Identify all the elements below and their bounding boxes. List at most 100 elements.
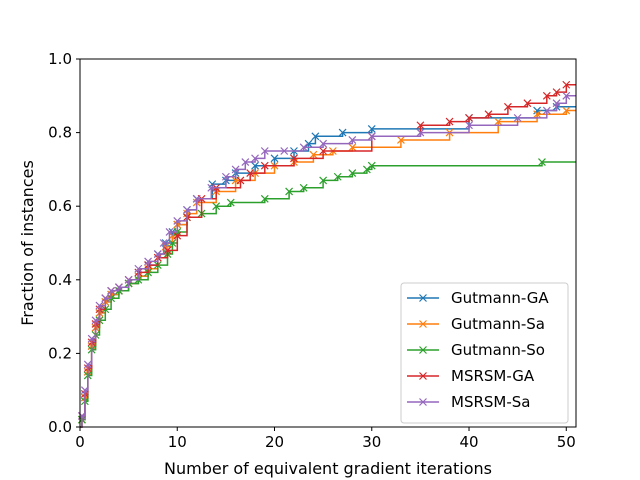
data-point bbox=[362, 165, 371, 174]
data-point bbox=[416, 128, 425, 137]
x-tick-label: 50 bbox=[557, 433, 576, 451]
data-point bbox=[260, 161, 269, 170]
series-line bbox=[80, 95, 576, 428]
legend-marker bbox=[419, 398, 427, 406]
legend-label: MSRSM-GA bbox=[451, 367, 535, 385]
legend-label: Gutmann-So bbox=[451, 341, 545, 359]
data-point bbox=[309, 150, 318, 159]
data-point bbox=[538, 158, 546, 166]
legend-item-gutmann-sa: Gutmann-Sa bbox=[407, 315, 545, 333]
data-point bbox=[221, 172, 230, 181]
legend-item-gutmann-so: Gutmann-So bbox=[407, 341, 545, 359]
data-point bbox=[124, 275, 133, 284]
legend-box bbox=[400, 282, 569, 424]
data-point bbox=[192, 194, 201, 203]
data-point bbox=[299, 143, 308, 152]
y-tick-label: 0.6 bbox=[48, 197, 72, 215]
data-point bbox=[367, 124, 376, 133]
y-tick-label: 0.2 bbox=[48, 344, 72, 362]
data-point bbox=[80, 386, 89, 395]
data-point bbox=[173, 216, 182, 225]
data-point bbox=[562, 106, 571, 115]
data-point bbox=[236, 176, 245, 185]
data-point bbox=[207, 183, 216, 192]
data-point bbox=[226, 198, 235, 207]
data-point bbox=[562, 91, 571, 100]
data-point bbox=[101, 294, 110, 303]
data-point bbox=[285, 187, 294, 196]
y-tick-label: 1.0 bbox=[48, 50, 72, 68]
legend-item-gutmann-ga: Gutmann-GA bbox=[407, 289, 549, 307]
data-point bbox=[299, 183, 308, 192]
data-point bbox=[311, 132, 320, 141]
data-point bbox=[251, 161, 259, 170]
axes-layer: 0 10 20 30 40 50 0.0 0.2 0.4 0.6 0.8 1.0 bbox=[48, 50, 577, 451]
legend-marker bbox=[419, 320, 427, 328]
data-point bbox=[348, 136, 357, 144]
data-point bbox=[465, 113, 473, 122]
data-point bbox=[542, 91, 551, 100]
legend-item-msrsm-sa: MSRSM-Sa bbox=[407, 393, 530, 411]
legend-marker bbox=[419, 346, 427, 354]
data-point bbox=[338, 128, 347, 137]
legend-label: MSRSM-Sa bbox=[451, 393, 530, 411]
plot-frame bbox=[79, 58, 577, 428]
data-point bbox=[319, 139, 328, 148]
data-point bbox=[173, 231, 182, 240]
y-tick-label: 0.4 bbox=[48, 271, 72, 289]
data-point bbox=[246, 169, 255, 178]
data-point bbox=[562, 80, 571, 89]
data-point bbox=[304, 139, 313, 148]
data-point bbox=[552, 88, 561, 97]
data-point bbox=[533, 106, 542, 115]
data-point bbox=[319, 147, 328, 155]
x-tick-label: 30 bbox=[362, 433, 381, 451]
x-tick-label: 20 bbox=[265, 433, 284, 451]
data-point bbox=[165, 228, 174, 236]
legend-marker bbox=[419, 294, 427, 302]
data-point bbox=[552, 99, 561, 108]
data-point bbox=[83, 360, 92, 369]
data-point bbox=[159, 239, 168, 247]
data-point bbox=[290, 154, 298, 163]
data-point bbox=[212, 202, 221, 211]
data-point bbox=[416, 121, 425, 130]
data-point bbox=[445, 117, 454, 126]
legend-item-msrsm-ga: MSRSM-GA bbox=[407, 367, 535, 385]
data-point bbox=[494, 117, 503, 126]
data-point bbox=[542, 106, 551, 115]
data-point bbox=[484, 110, 493, 119]
x-tick-label: 40 bbox=[459, 433, 478, 451]
data-point bbox=[367, 132, 376, 141]
data-point bbox=[87, 334, 96, 343]
data-point bbox=[513, 113, 522, 122]
data-point bbox=[465, 121, 473, 130]
x-tick-label: 0 bbox=[75, 433, 85, 451]
y-tick-label: 0.8 bbox=[48, 124, 72, 142]
data-point bbox=[333, 172, 342, 181]
data-point bbox=[367, 161, 376, 170]
legend: Gutmann-GA Gutmann-Sa Gutmann-So MSRSM-GA MS… bbox=[400, 282, 569, 424]
x-tick-label: 10 bbox=[168, 433, 187, 451]
data-point bbox=[183, 205, 191, 214]
data-point bbox=[241, 158, 250, 166]
data-point bbox=[134, 264, 143, 273]
data-point bbox=[251, 154, 259, 163]
data-point bbox=[319, 176, 328, 185]
legend-label: Gutmann-Sa bbox=[451, 315, 545, 333]
data-point bbox=[523, 99, 532, 108]
data-point bbox=[397, 136, 405, 144]
data-point bbox=[503, 102, 512, 111]
data-point bbox=[348, 143, 357, 152]
data-point bbox=[260, 147, 269, 155]
data-point bbox=[231, 165, 240, 174]
data-point bbox=[280, 147, 289, 155]
data-point bbox=[114, 283, 123, 292]
legend-label: Gutmann-GA bbox=[451, 289, 549, 307]
data-point bbox=[153, 250, 162, 258]
data-point bbox=[270, 154, 279, 163]
data-point bbox=[107, 286, 116, 295]
data-point bbox=[95, 301, 104, 310]
x-axis-label: Number of equivalent gradient iterations bbox=[164, 459, 492, 478]
